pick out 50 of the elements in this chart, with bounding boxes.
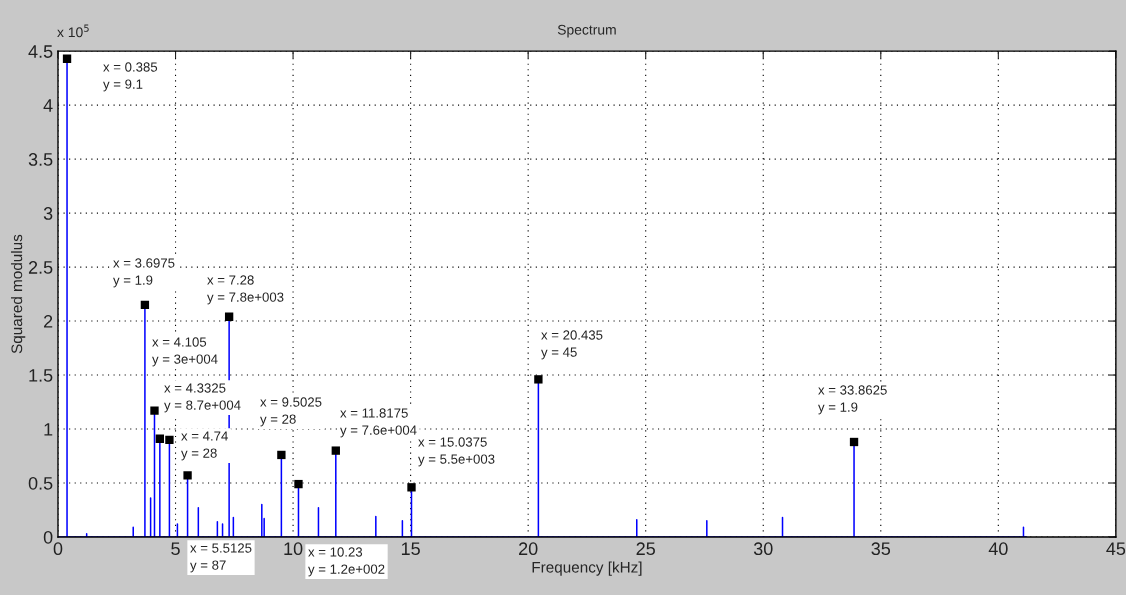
x-tick-label: 5 — [171, 542, 180, 556]
point — [140, 300, 150, 310]
annotation: x = 9.5025 y = 28 — [260, 397, 322, 427]
text: x 10$^{5}$ — [57, 24, 89, 38]
y-tick-label: 2.5 — [28, 261, 53, 274]
annotation: x = 0.385 y = 9.1 — [103, 62, 158, 92]
point — [331, 446, 340, 455]
point — [294, 479, 303, 489]
x-tick-label: 10 — [284, 542, 303, 556]
x-tick-label: 30 — [753, 542, 773, 556]
y-tick-label: 2 — [44, 315, 53, 328]
point — [407, 483, 416, 492]
point — [534, 375, 543, 384]
y-tick-label: 1.5 — [29, 369, 53, 382]
x-tick-label: 35 — [871, 542, 891, 556]
x-tick-label: 45 — [1106, 542, 1126, 556]
annotation: x = 33.8625 y = 1.9 — [818, 385, 887, 415]
x-axis-title: Frequency [kHz] — [532, 561, 642, 576]
annotation: x = 15.0375 y = 5.5e+003 — [418, 437, 495, 467]
y-tick-label: 4 — [43, 99, 53, 112]
point — [224, 312, 234, 321]
point — [150, 406, 159, 415]
point — [849, 437, 859, 447]
text: x = 5.5125 y = 87 — [190, 543, 252, 573]
x-tick-label: 25 — [636, 542, 655, 556]
point — [155, 434, 165, 443]
point — [183, 471, 192, 480]
y-axis-title: Squared modulus — [11, 234, 26, 354]
annotation: x = 4.3325 y = 8.7e+004 — [164, 383, 241, 413]
x-tick-label: 40 — [988, 542, 1008, 556]
y-tick-label: 0.5 — [28, 476, 53, 490]
annotation: x = 11.8175 y = 7.6e+004 — [340, 408, 417, 438]
text: x = 10.23 y = 1.2e+002 — [308, 547, 385, 577]
y-tick-label: 1 — [44, 423, 53, 436]
y-tick-label: 3 — [43, 207, 53, 220]
point — [165, 435, 174, 444]
y-tick-label: 0 — [43, 530, 53, 544]
annotation: x = 20.435 y = 45 — [541, 330, 603, 360]
point — [62, 54, 72, 63]
x-tick-label: 15 — [401, 542, 420, 556]
annotation: x = 3.6975 y = 1.9 — [113, 258, 175, 288]
annotation: x = 7.28 y = 7.8e+003 — [207, 275, 284, 305]
point — [277, 450, 286, 460]
x-tick-label: 20 — [519, 542, 538, 556]
y-tick-label: 3.5 — [28, 153, 53, 166]
annotation: x = 4.74 y = 28 — [181, 431, 228, 461]
chart-title: Spectrum — [557, 24, 616, 38]
y-tick-label: 4.5 — [28, 45, 53, 58]
annotation: x = 4.105 y = 3e+004 — [152, 337, 218, 367]
x-tick-label: 0 — [53, 542, 63, 556]
